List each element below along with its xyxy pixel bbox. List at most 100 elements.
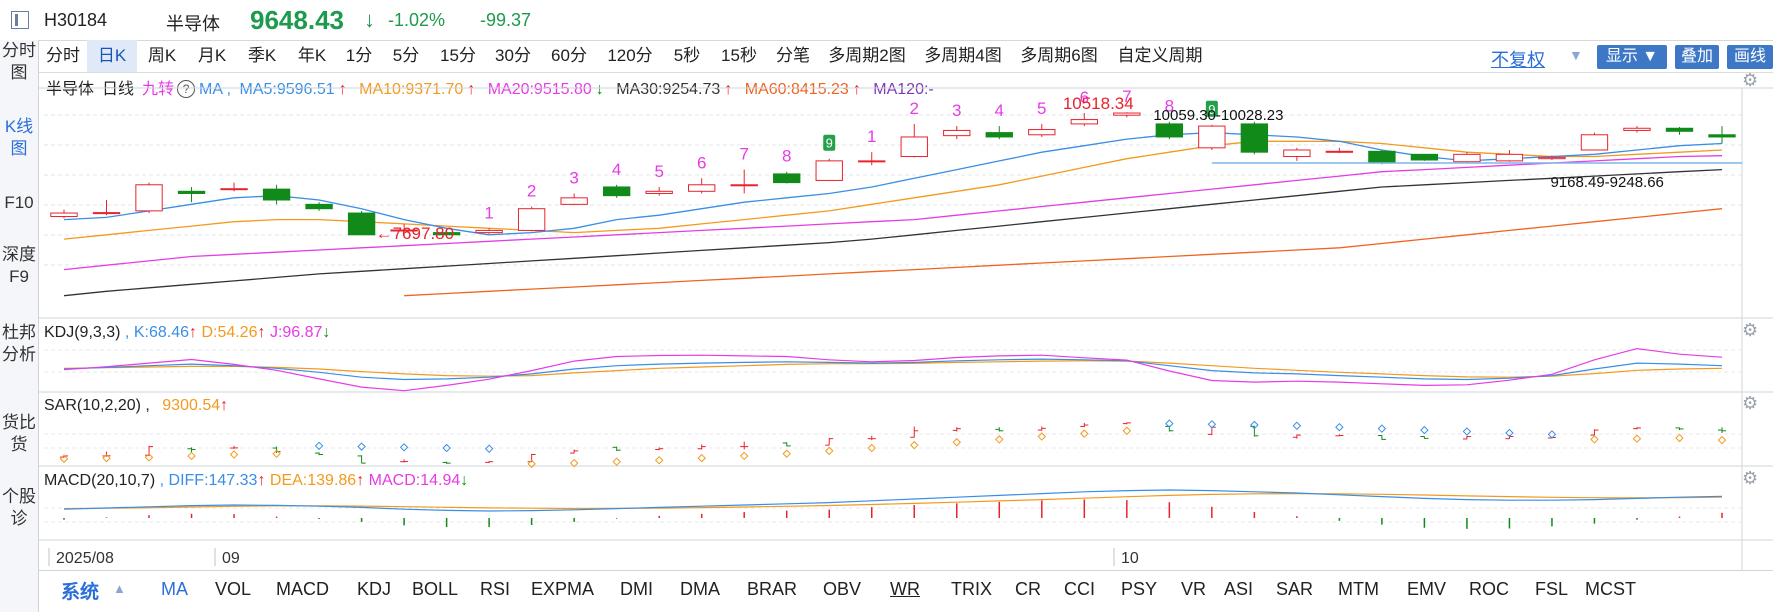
tab-kdj[interactable]: KDJ — [357, 579, 392, 599]
nine-label: 5 — [654, 162, 663, 181]
overlay-button[interactable]: 叠加 — [1675, 45, 1719, 69]
sidebar-item-diagnose[interactable]: 个股诊 — [0, 486, 38, 530]
period-5min[interactable]: 5分 — [392, 46, 420, 65]
ma10-value: MA10:9371.70 — [359, 81, 464, 98]
draw-line-button[interactable]: 画线 — [1727, 45, 1773, 69]
sar-dot — [824, 446, 834, 456]
tab-macd[interactable]: MACD — [276, 579, 329, 599]
period-multi-2[interactable]: 多周期2图 — [828, 46, 906, 65]
candle — [262, 188, 291, 201]
up-arrow-icon: ↑ — [467, 81, 476, 98]
system-tab[interactable]: 系统 — [61, 582, 100, 603]
sidebar-item-f10[interactable]: F10 — [0, 192, 38, 214]
tab-ma[interactable]: MA — [161, 579, 188, 599]
period-multi-6[interactable]: 多周期6图 — [1020, 46, 1098, 65]
sidebar-item-compare[interactable]: 货比货 — [0, 412, 38, 456]
display-button[interactable]: 显示 ▼ — [1597, 45, 1667, 69]
period-quarterly[interactable]: 季K — [247, 46, 277, 65]
legend-ma10: MA10:9371.70 ↑ — [359, 81, 479, 98]
sidebar-item-depth-f9[interactable]: 深度F9 — [0, 244, 38, 288]
tab-expma[interactable]: EXPMA — [531, 579, 595, 599]
tab-obv[interactable]: OBV — [823, 579, 862, 599]
period-daily[interactable]: 日K — [87, 40, 137, 72]
period-multi-4[interactable]: 多周期4图 — [924, 46, 1002, 65]
ma5-line — [63, 131, 1723, 236]
up-arrow-icon: ↑ — [338, 81, 347, 98]
sar-title[interactable]: SAR(10,2,20) — [44, 397, 141, 414]
candle — [1495, 153, 1524, 162]
period-15min[interactable]: 15分 — [440, 46, 476, 65]
sar-dot — [1250, 420, 1259, 430]
x-axis-label: 2025/08 — [56, 550, 114, 567]
period-120min[interactable]: 120分 — [607, 46, 653, 65]
candle — [1623, 127, 1651, 131]
gear-icon[interactable]: ⚙ — [1742, 393, 1759, 413]
tab-asi[interactable]: ASI — [1224, 579, 1254, 599]
period-60min[interactable]: 60分 — [551, 46, 587, 65]
nine-label: 9 — [1208, 102, 1215, 117]
legend-jiuzhuan[interactable]: 九转 — [142, 81, 175, 98]
sar-dot — [697, 453, 706, 463]
sidebar-item-dupont[interactable]: 杜邦分析 — [0, 322, 38, 366]
legend-ma-label: MA , — [199, 81, 232, 98]
tab-roc[interactable]: ROC — [1469, 579, 1509, 599]
kline-chart[interactable]: 1 2 3 4 5 6 7 8 9 1 2 3 4 5 6 7 8 9 10518.34 10059.30-10028… — [0, 0, 1773, 570]
period-15sec[interactable]: 15秒 — [721, 46, 757, 65]
tab-wr[interactable]: WR — [890, 579, 920, 599]
tab-boll[interactable]: BOLL — [412, 579, 459, 599]
tab-rsi[interactable]: RSI — [480, 579, 511, 599]
low-price-label: ←7697.80 — [376, 224, 454, 243]
nine-label: 8 — [1165, 97, 1174, 116]
tab-mtm[interactable]: MTM — [1338, 579, 1379, 599]
up-arrow-icon: ↑ — [188, 324, 197, 341]
tab-brar[interactable]: BRAR — [747, 579, 798, 599]
tab-dmi[interactable]: DMI — [620, 579, 653, 599]
sar-dot — [1590, 435, 1599, 444]
gear-icon[interactable]: ⚙ — [1742, 468, 1759, 488]
tab-trix[interactable]: TRIX — [951, 579, 993, 599]
ma60-line — [404, 208, 1723, 297]
period-fenshi[interactable]: 分时 — [46, 46, 80, 65]
period-custom[interactable]: 自定义周期 — [1117, 46, 1203, 65]
gear-icon[interactable]: ⚙ — [1742, 320, 1759, 340]
period-tick[interactable]: 分笔 — [776, 46, 810, 65]
period-1min[interactable]: 1分 — [345, 46, 373, 65]
period-30min[interactable]: 30分 — [495, 46, 531, 65]
tab-cr[interactable]: CR — [1015, 579, 1041, 599]
tab-mcst[interactable]: MCST — [1585, 579, 1636, 599]
sar-dot — [1037, 432, 1047, 441]
sar-dot — [1420, 425, 1429, 435]
period-5sec[interactable]: 5秒 — [673, 46, 701, 65]
macd-title[interactable]: MACD(20,10,7) — [44, 472, 156, 489]
sar-dot — [1377, 424, 1387, 433]
sar-dot — [187, 451, 196, 461]
sar-dot — [442, 443, 451, 453]
period-monthly[interactable]: 月K — [197, 46, 227, 65]
sidebar-item-fenshi[interactable]: 分时图 — [0, 40, 38, 84]
legend-ma60: MA60:8415.23 ↑ — [745, 81, 865, 98]
tab-dma[interactable]: DMA — [680, 579, 720, 599]
period-weekly[interactable]: 周K — [147, 46, 177, 65]
sidebar-item-kline[interactable]: K线图 — [0, 116, 38, 160]
period-yearly[interactable]: 年K — [297, 46, 327, 65]
nine-label: 4 — [995, 101, 1004, 120]
help-icon[interactable]: ? — [177, 80, 196, 98]
fuquan-dropdown-icon[interactable]: ▼ — [1569, 47, 1583, 63]
kdj-title[interactable]: KDJ(9,3,3) — [44, 324, 121, 341]
fuquan-select[interactable]: 不复权 — [1491, 50, 1545, 70]
candle — [1453, 153, 1481, 163]
tab-cci[interactable]: CCI — [1064, 579, 1095, 599]
indicator-tab-bar: 系统 ▲ MA VOL MACD KDJ BOLL RSI EXPMA DMI … — [39, 570, 1773, 613]
tab-vr[interactable]: VR — [1181, 579, 1207, 599]
tab-vol[interactable]: VOL — [215, 579, 252, 599]
macd-dea-value: DEA:139.86 — [269, 472, 357, 489]
window-icon[interactable] — [11, 11, 29, 29]
system-dropdown-icon[interactable]: ▲ — [113, 581, 126, 596]
sidebar-label: K线图 — [4, 117, 34, 158]
tab-emv[interactable]: EMV — [1407, 579, 1447, 599]
tab-sar[interactable]: SAR — [1276, 579, 1314, 599]
sar-dot — [1165, 419, 1174, 428]
tab-psy[interactable]: PSY — [1121, 579, 1158, 599]
gear-icon[interactable]: ⚙ — [1742, 70, 1759, 90]
tab-fsl[interactable]: FSL — [1535, 579, 1569, 599]
